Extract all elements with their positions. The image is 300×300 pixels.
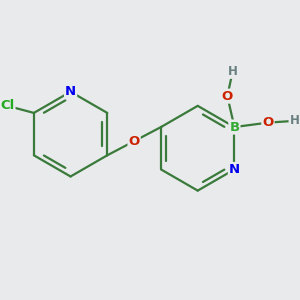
Text: N: N bbox=[65, 85, 76, 98]
Text: O: O bbox=[222, 90, 233, 103]
Text: H: H bbox=[290, 114, 299, 128]
Text: O: O bbox=[128, 135, 140, 148]
Text: N: N bbox=[229, 163, 240, 176]
Text: O: O bbox=[262, 116, 274, 129]
Text: H: H bbox=[228, 65, 238, 78]
Text: B: B bbox=[229, 121, 239, 134]
Text: Cl: Cl bbox=[0, 99, 14, 112]
